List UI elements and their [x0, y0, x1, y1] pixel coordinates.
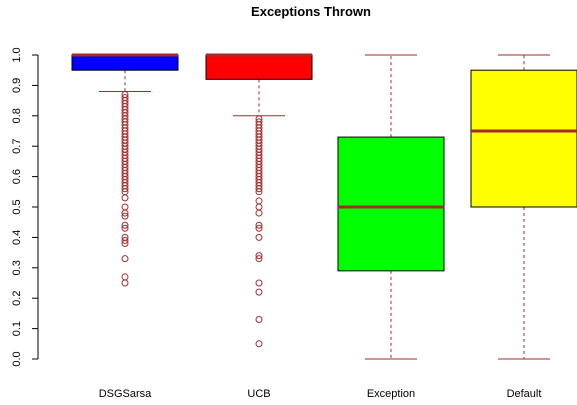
outlier-point — [255, 224, 263, 232]
box-dsgsarsa — [71, 53, 179, 287]
y-tick-label: 0.4 — [11, 230, 23, 245]
y-tick-label: 0.7 — [11, 139, 23, 154]
x-tick-label: DSGSarsa — [99, 388, 152, 400]
y-tick-label: 0.3 — [11, 260, 23, 275]
outlier-point — [255, 279, 263, 287]
x-tick-label: Default — [507, 388, 542, 400]
outlier-point — [121, 236, 129, 244]
box-ucb — [205, 53, 313, 348]
outlier-point — [121, 209, 129, 217]
outlier-point — [255, 209, 263, 217]
outlier-point — [255, 315, 263, 323]
outlier-point — [255, 197, 263, 205]
outlier-point — [121, 185, 129, 193]
outlier-point — [255, 252, 263, 260]
box-default — [470, 54, 577, 360]
box-body — [337, 136, 445, 272]
x-tick-label: Exception — [367, 388, 415, 400]
outlier-point — [121, 255, 129, 263]
outlier-point — [121, 212, 129, 220]
y-tick-label: 0.2 — [11, 291, 23, 306]
box-exception — [337, 54, 445, 360]
x-axis: DSGSarsa UCB Exception Default — [99, 388, 542, 400]
y-tick-label: 0.8 — [11, 108, 23, 123]
y-axis: 0.0 0.1 0.2 0.3 0.4 0.5 0.6 0.7 0.8 0.9 1.0 — [11, 47, 39, 367]
y-tick-label: 0.0 — [11, 351, 23, 366]
outlier-point — [121, 203, 129, 211]
chart-title: Exceptions Thrown — [251, 4, 371, 19]
plot-area — [71, 53, 577, 360]
outlier-point — [255, 185, 263, 193]
outlier-point — [255, 340, 263, 348]
outlier-point — [255, 288, 263, 296]
y-tick-label: 0.9 — [11, 78, 23, 93]
outlier-point — [121, 273, 129, 281]
y-tick-label: 0.6 — [11, 169, 23, 184]
outlier-point — [121, 279, 129, 287]
box-body — [205, 54, 313, 80]
box-body — [470, 69, 577, 208]
outlier-point — [255, 255, 263, 263]
y-tick-label: 1.0 — [11, 47, 23, 62]
outlier-point — [121, 239, 129, 247]
outlier-point — [121, 224, 129, 232]
outlier-point — [121, 221, 129, 229]
outlier-point — [255, 221, 263, 229]
box-body — [71, 54, 179, 71]
outlier-point — [255, 188, 263, 196]
outlier-point — [121, 194, 129, 202]
outlier-point — [255, 203, 263, 211]
y-tick-label: 0.5 — [11, 199, 23, 214]
outlier-point — [255, 233, 263, 241]
y-tick-label: 0.1 — [11, 321, 23, 336]
x-tick-label: UCB — [247, 388, 270, 400]
